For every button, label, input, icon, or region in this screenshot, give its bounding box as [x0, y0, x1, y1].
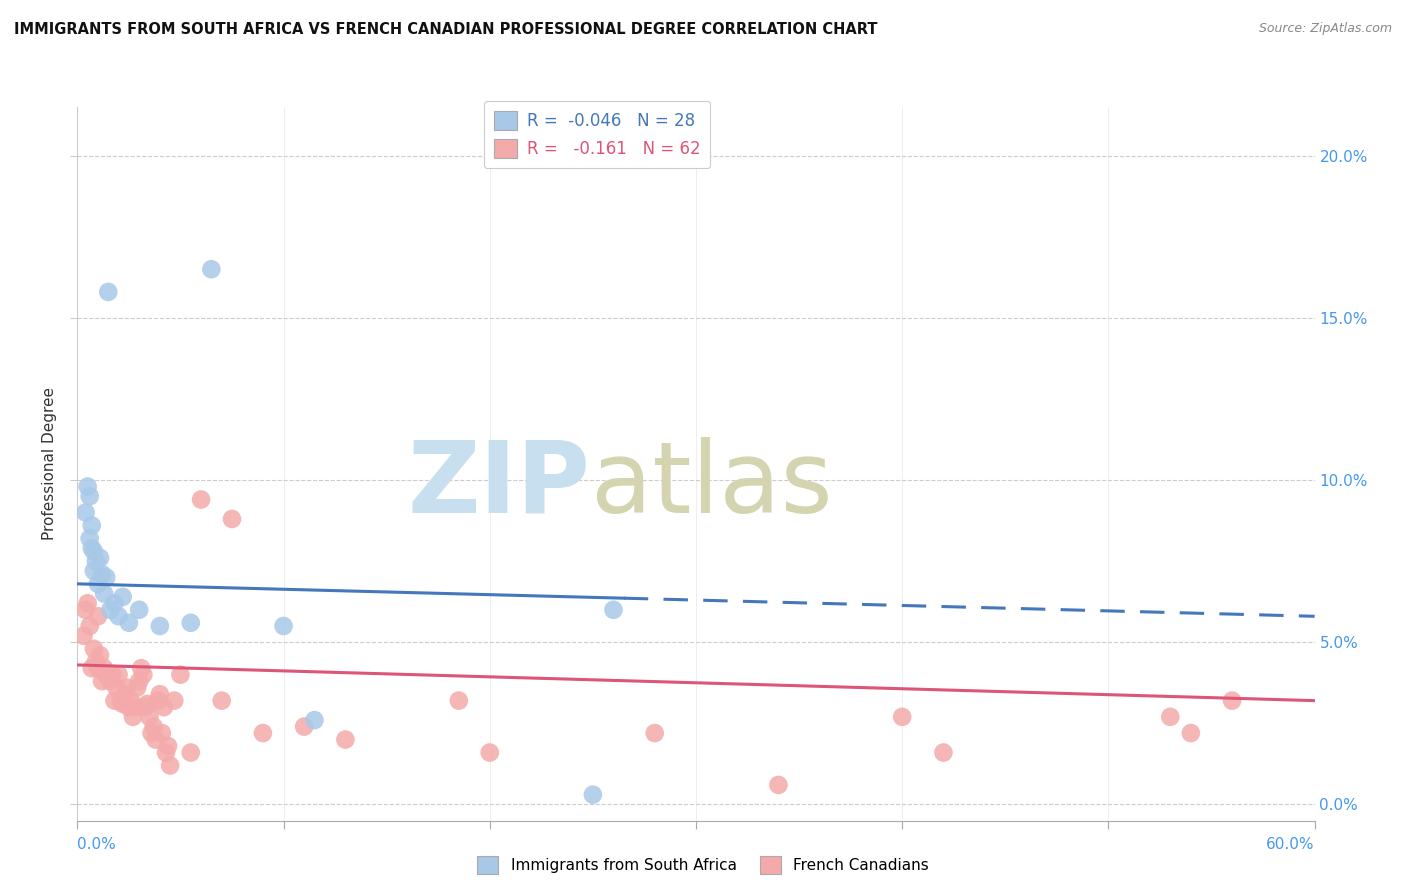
Point	[149, 619, 172, 633]
Point	[1180, 726, 1202, 740]
Point	[105, 681, 128, 695]
Point	[115, 681, 138, 695]
Point	[110, 693, 132, 707]
Point	[80, 518, 103, 533]
Point	[98, 674, 121, 689]
Point	[93, 586, 115, 600]
Point	[180, 615, 202, 630]
Legend: R =  -0.046   N = 28, R =   -0.161   N = 62: R = -0.046 N = 28, R = -0.161 N = 62	[484, 101, 710, 168]
Point	[87, 577, 110, 591]
Point	[107, 609, 129, 624]
Point	[96, 570, 118, 584]
Y-axis label: Professional Degree: Professional Degree	[42, 387, 58, 541]
Point	[163, 693, 186, 707]
Text: ZIP: ZIP	[408, 437, 591, 533]
Text: 0.0%: 0.0%	[77, 838, 117, 852]
Point	[83, 564, 105, 578]
Point	[122, 710, 145, 724]
Point	[132, 667, 155, 681]
Point	[72, 629, 94, 643]
Point	[101, 667, 124, 681]
Point	[292, 720, 315, 734]
Point	[211, 693, 233, 707]
Point	[111, 590, 134, 604]
Point	[768, 778, 790, 792]
Point	[96, 667, 118, 681]
Point	[75, 603, 97, 617]
Point	[153, 700, 176, 714]
Legend: Immigrants from South Africa, French Canadians: Immigrants from South Africa, French Can…	[471, 850, 935, 880]
Point	[150, 726, 173, 740]
Point	[79, 532, 101, 546]
Point	[87, 609, 110, 624]
Point	[145, 732, 167, 747]
Point	[84, 554, 107, 568]
Point	[273, 619, 295, 633]
Point	[159, 758, 181, 772]
Point	[80, 541, 103, 556]
Point	[114, 687, 136, 701]
Point	[87, 661, 110, 675]
Point	[76, 596, 98, 610]
Point	[582, 788, 605, 802]
Point	[120, 693, 142, 707]
Point	[932, 746, 955, 760]
Point	[128, 603, 150, 617]
Point	[83, 641, 105, 656]
Point	[107, 667, 129, 681]
Point	[136, 697, 159, 711]
Point	[83, 544, 105, 558]
Point	[180, 746, 202, 760]
Point	[304, 713, 326, 727]
Point	[149, 687, 172, 701]
Point	[478, 746, 501, 760]
Point	[84, 655, 107, 669]
Point	[155, 746, 177, 760]
Point	[79, 619, 101, 633]
Point	[1159, 710, 1181, 724]
Text: IMMIGRANTS FROM SOUTH AFRICA VS FRENCH CANADIAN PROFESSIONAL DEGREE CORRELATION : IMMIGRANTS FROM SOUTH AFRICA VS FRENCH C…	[14, 22, 877, 37]
Text: Source: ZipAtlas.com: Source: ZipAtlas.com	[1258, 22, 1392, 36]
Point	[80, 661, 103, 675]
Point	[1220, 693, 1243, 707]
Point	[75, 506, 97, 520]
Point	[644, 726, 666, 740]
Point	[138, 710, 160, 724]
Point	[91, 567, 114, 582]
Point	[111, 697, 134, 711]
Point	[200, 262, 222, 277]
Point	[91, 674, 114, 689]
Point	[190, 492, 212, 507]
Point	[97, 667, 120, 681]
Point	[142, 720, 165, 734]
Point	[103, 693, 125, 707]
Point	[157, 739, 180, 753]
Point	[103, 596, 125, 610]
Point	[128, 674, 150, 689]
Point	[447, 693, 470, 707]
Point	[124, 700, 146, 714]
Point	[134, 700, 156, 714]
Point	[169, 667, 191, 681]
Point	[221, 512, 243, 526]
Point	[93, 661, 115, 675]
Point	[141, 726, 163, 740]
Text: atlas: atlas	[591, 437, 832, 533]
Text: 60.0%: 60.0%	[1267, 838, 1315, 852]
Point	[89, 550, 111, 565]
Point	[146, 693, 169, 707]
Point	[118, 615, 141, 630]
Point	[89, 648, 111, 663]
Point	[252, 726, 274, 740]
Point	[97, 285, 120, 299]
Point	[129, 661, 152, 675]
Point	[602, 603, 624, 617]
Point	[76, 479, 98, 493]
Point	[127, 681, 149, 695]
Point	[118, 700, 141, 714]
Point	[335, 732, 357, 747]
Point	[891, 710, 914, 724]
Point	[79, 489, 101, 503]
Point	[98, 603, 121, 617]
